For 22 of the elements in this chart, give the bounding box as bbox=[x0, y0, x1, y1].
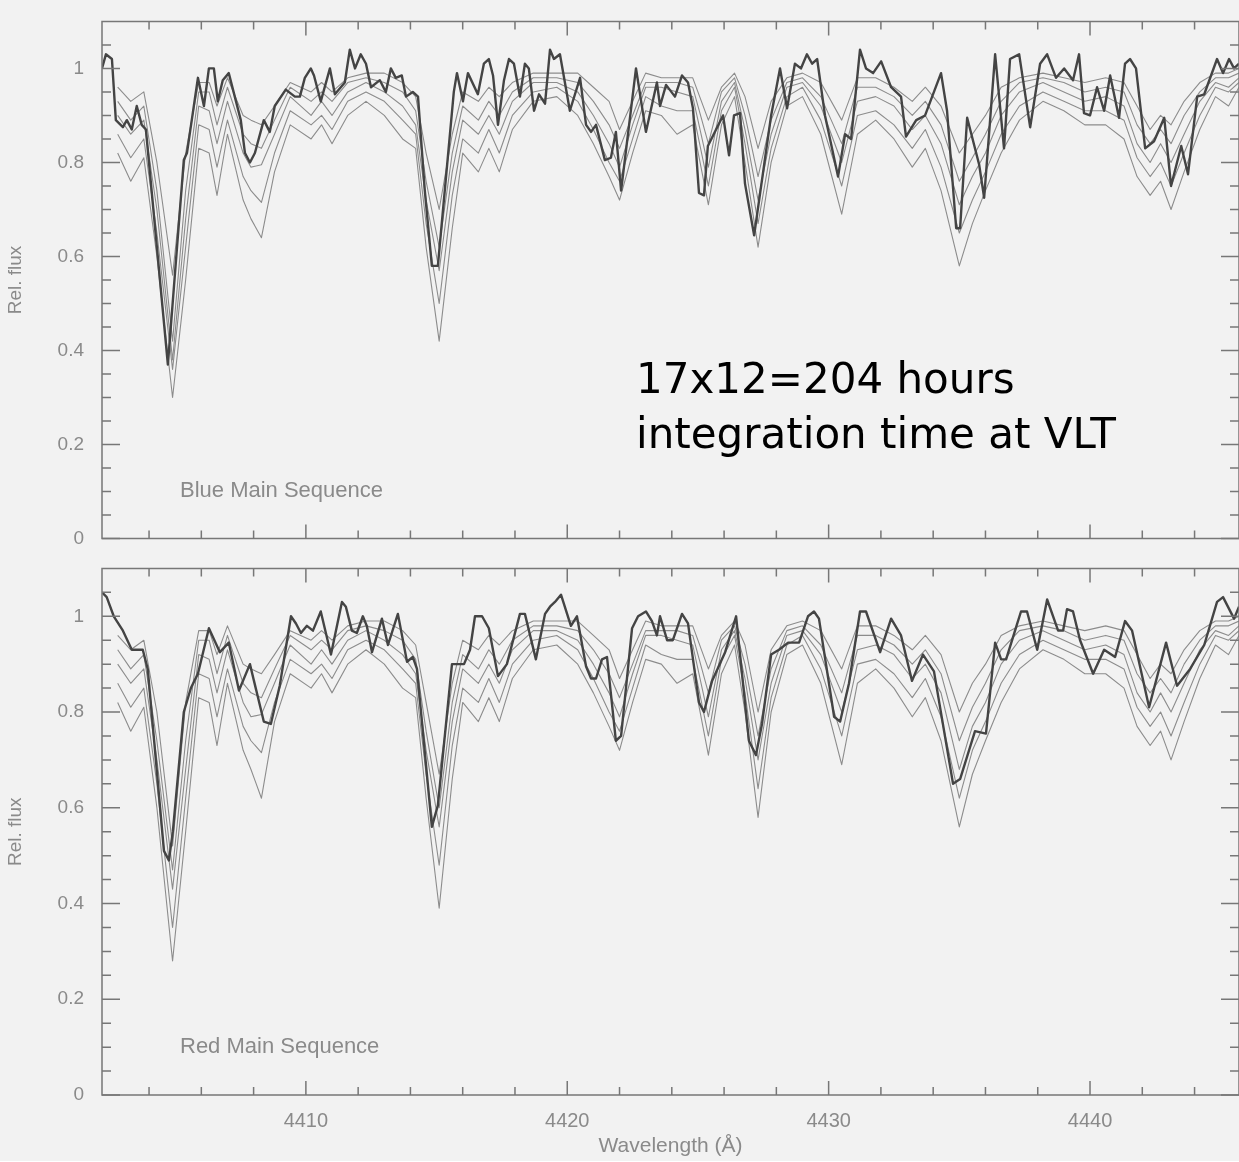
annotation: 17x12=204 hours integration time at VLT bbox=[636, 353, 1117, 460]
y-tick-label: 0.2 bbox=[57, 987, 84, 1009]
y-tick-label: 0.4 bbox=[57, 338, 85, 360]
y-tick-label: 0 bbox=[73, 1083, 84, 1105]
x-tick-label: 4440 bbox=[1067, 1108, 1113, 1131]
x-tick-label: 4420 bbox=[545, 1108, 590, 1131]
y-axis-title: Rel. flux bbox=[3, 245, 25, 315]
y-axis-title: Rel. flux bbox=[3, 796, 25, 867]
y-tick-label: 0.2 bbox=[57, 432, 84, 454]
x-axis-title: Wavelength (Å) bbox=[598, 1133, 743, 1157]
y-tick-label: 1 bbox=[73, 604, 84, 626]
y-tick-label: 0.8 bbox=[57, 150, 84, 172]
y-tick-label: 0.6 bbox=[57, 244, 84, 266]
y-tick-label: 0.4 bbox=[57, 891, 85, 913]
x-tick-label: 4410 bbox=[283, 1108, 329, 1131]
y-tick-label: 0 bbox=[73, 526, 84, 548]
annotation: Red Main Sequence bbox=[180, 1033, 380, 1058]
y-tick-label: 0.8 bbox=[57, 700, 84, 722]
x-tick-label: 4430 bbox=[806, 1108, 851, 1131]
y-tick-label: 0.6 bbox=[57, 796, 84, 817]
annotation: Blue Main Sequence bbox=[180, 476, 384, 502]
y-tick-label: 1 bbox=[73, 56, 84, 78]
